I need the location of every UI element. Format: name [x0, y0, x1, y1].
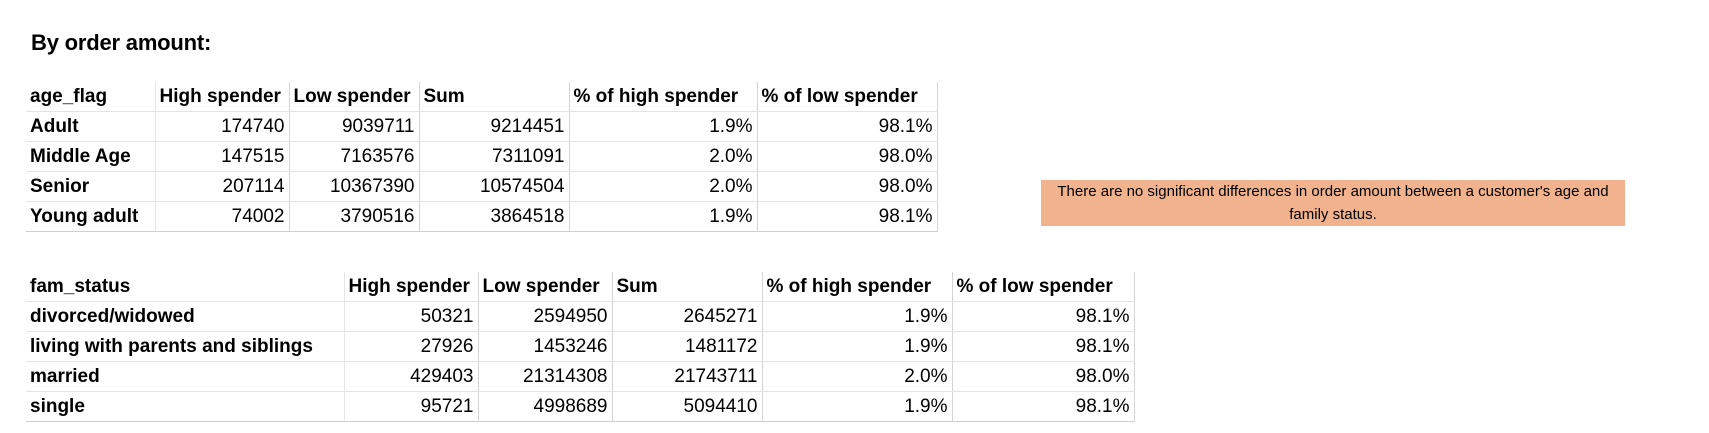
row-label-cell[interactable]: single	[26, 391, 345, 422]
table-cell[interactable]: 98.1%	[757, 201, 938, 232]
header-cell[interactable]: High spender	[344, 272, 479, 302]
header-cell[interactable]: % of low spender	[952, 272, 1135, 302]
table-cell[interactable]: 98.1%	[757, 111, 938, 142]
header-cell[interactable]: % of low spender	[757, 82, 938, 112]
fam-status-table: fam_status High spender Low spender Sum …	[26, 272, 1135, 422]
table-cell[interactable]: 21743711	[612, 361, 763, 392]
table-cell[interactable]: 95721	[344, 391, 479, 422]
table-cell[interactable]: 98.1%	[952, 301, 1135, 332]
table-cell[interactable]: 9039711	[289, 111, 420, 142]
table-cell[interactable]: 27926	[344, 331, 479, 362]
table-cell[interactable]: 50321	[344, 301, 479, 332]
table-cell[interactable]: 1481172	[612, 331, 763, 362]
row-label-cell[interactable]: married	[26, 361, 345, 392]
table-cell[interactable]: 2594950	[478, 301, 613, 332]
table-cell[interactable]: 147515	[155, 141, 290, 172]
table-cell[interactable]: 74002	[155, 201, 290, 232]
table-cell[interactable]: 10574504	[419, 171, 570, 202]
table-row: Young adult 74002 3790516 3864518 1.9% 9…	[26, 201, 938, 232]
table-cell[interactable]: 10367390	[289, 171, 420, 202]
table-cell[interactable]: 98.0%	[757, 141, 938, 172]
header-cell[interactable]: Low spender	[478, 272, 613, 302]
table-cell[interactable]: 1.9%	[762, 331, 953, 362]
table-cell[interactable]: 1.9%	[762, 301, 953, 332]
table-row: Senior 207114 10367390 10574504 2.0% 98.…	[26, 171, 938, 202]
table-row: living with parents and siblings 27926 1…	[26, 331, 1135, 362]
table-cell[interactable]: 4998689	[478, 391, 613, 422]
table-cell[interactable]: 5094410	[612, 391, 763, 422]
table-cell[interactable]: 2.0%	[569, 141, 758, 172]
section-heading: By order amount:	[31, 30, 212, 55]
row-label-cell[interactable]: Adult	[26, 111, 156, 142]
header-cell[interactable]: fam_status	[26, 272, 345, 302]
conclusion-note[interactable]: There are no significant differences in …	[1041, 180, 1625, 226]
header-cell[interactable]: Sum	[612, 272, 763, 302]
table-cell[interactable]: 98.1%	[952, 331, 1135, 362]
table-header-row: fam_status High spender Low spender Sum …	[26, 272, 1135, 302]
header-cell[interactable]: Low spender	[289, 82, 420, 112]
header-cell[interactable]: High spender	[155, 82, 290, 112]
table-cell[interactable]: 174740	[155, 111, 290, 142]
table-row: Adult 174740 9039711 9214451 1.9% 98.1%	[26, 111, 938, 142]
row-label-cell[interactable]: Young adult	[26, 201, 156, 232]
table-row: married 429403 21314308 21743711 2.0% 98…	[26, 361, 1135, 392]
table-cell[interactable]: 1.9%	[569, 111, 758, 142]
table-row: Middle Age 147515 7163576 7311091 2.0% 9…	[26, 141, 938, 172]
row-label-cell[interactable]: Middle Age	[26, 141, 156, 172]
table-cell[interactable]: 207114	[155, 171, 290, 202]
table-cell[interactable]: 98.0%	[757, 171, 938, 202]
table-cell[interactable]: 3864518	[419, 201, 570, 232]
table-cell[interactable]: 2.0%	[762, 361, 953, 392]
table-cell[interactable]: 9214451	[419, 111, 570, 142]
table-cell[interactable]: 2.0%	[569, 171, 758, 202]
row-label-cell[interactable]: Senior	[26, 171, 156, 202]
header-cell[interactable]: Sum	[419, 82, 570, 112]
table-cell[interactable]: 1.9%	[569, 201, 758, 232]
table-cell[interactable]: 98.1%	[952, 391, 1135, 422]
table-cell[interactable]: 7163576	[289, 141, 420, 172]
row-label-cell[interactable]: living with parents and siblings	[26, 331, 345, 362]
table-cell[interactable]: 3790516	[289, 201, 420, 232]
table-cell[interactable]: 98.0%	[952, 361, 1135, 392]
conclusion-note-text: There are no significant differences in …	[1057, 183, 1609, 223]
table-cell[interactable]: 2645271	[612, 301, 763, 332]
table-row: single 95721 4998689 5094410 1.9% 98.1%	[26, 391, 1135, 422]
table-cell[interactable]: 21314308	[478, 361, 613, 392]
table-header-row: age_flag High spender Low spender Sum % …	[26, 82, 938, 112]
age-flag-table: age_flag High spender Low spender Sum % …	[26, 82, 938, 232]
table-cell[interactable]: 7311091	[419, 141, 570, 172]
row-label-cell[interactable]: divorced/widowed	[26, 301, 345, 332]
header-cell[interactable]: % of high spender	[569, 82, 758, 112]
table-cell[interactable]: 1.9%	[762, 391, 953, 422]
table-cell[interactable]: 1453246	[478, 331, 613, 362]
table-cell[interactable]: 429403	[344, 361, 479, 392]
header-cell[interactable]: age_flag	[26, 82, 156, 112]
header-cell[interactable]: % of high spender	[762, 272, 953, 302]
table-row: divorced/widowed 50321 2594950 2645271 1…	[26, 301, 1135, 332]
